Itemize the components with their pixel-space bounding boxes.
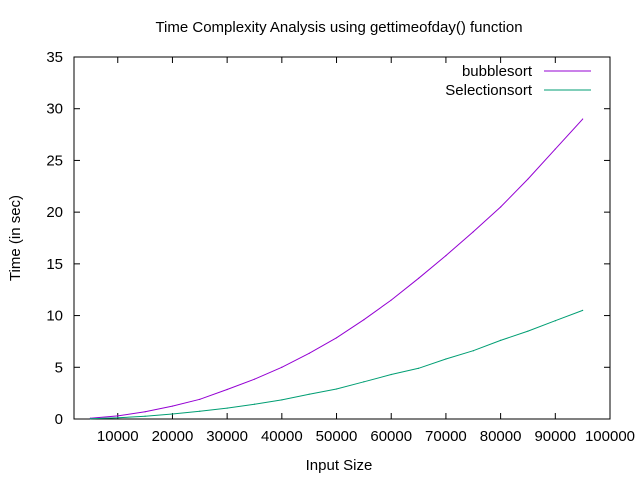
- data-point: [144, 411, 146, 413]
- chart-title: Time Complexity Analysis using gettimeof…: [155, 19, 522, 36]
- series-layer: [89, 118, 584, 420]
- plot-border: [73, 56, 611, 420]
- x-tick-label: 20000: [152, 428, 194, 445]
- data-point: [445, 254, 447, 257]
- data-point: [117, 415, 119, 417]
- data-point: [472, 350, 474, 352]
- data-point: [335, 337, 338, 339]
- data-point: [417, 367, 420, 369]
- legend: bubblesort Selectionsort: [445, 63, 591, 99]
- x-tick-label: 90000: [534, 428, 576, 445]
- y-axis-label: Time (in sec): [7, 195, 24, 281]
- data-point: [527, 178, 529, 180]
- data-point: [472, 231, 474, 233]
- data-point: [445, 358, 447, 360]
- data-point: [390, 373, 392, 376]
- series-line-bubblesort: [90, 118, 584, 419]
- data-point: [308, 393, 310, 395]
- x-tick-label: 10000: [97, 428, 139, 445]
- data-point: [171, 413, 174, 415]
- data-point: [417, 277, 420, 279]
- plot-frame: [73, 56, 611, 420]
- data-point: [363, 319, 365, 321]
- data-point: [144, 415, 146, 417]
- data-point: [554, 320, 556, 322]
- x-tick-label: 70000: [425, 428, 467, 445]
- legend-label: bubblesort: [462, 63, 533, 80]
- y-tick-label: 25: [46, 152, 63, 169]
- y-tick-label: 10: [46, 308, 63, 325]
- series-line-selectionsort: [90, 309, 583, 420]
- y-tick-label: 30: [46, 101, 63, 118]
- data-point: [281, 366, 283, 368]
- y-axis: 0 5 10 15 20 25 30 35: [46, 49, 610, 428]
- y-tick-label: 20: [46, 204, 63, 221]
- y-tick-label: 15: [46, 256, 63, 273]
- legend-label: Selectionsort: [445, 82, 533, 99]
- y-tick-label: 5: [55, 359, 63, 376]
- x-tick-label: 40000: [261, 428, 303, 445]
- y-tick-label: 35: [46, 49, 63, 66]
- x-tick-label: 60000: [370, 428, 412, 445]
- data-point: [226, 407, 228, 409]
- x-tick-label: 100000: [585, 428, 635, 445]
- data-point: [253, 403, 256, 405]
- x-axis-label: Input Size: [306, 457, 373, 474]
- data-point: [89, 418, 92, 420]
- data-point: [500, 339, 502, 341]
- x-tick-label: 30000: [206, 428, 248, 445]
- data-point: [582, 118, 584, 120]
- data-point: [281, 399, 283, 401]
- data-point: [199, 398, 201, 400]
- data-point: [308, 352, 310, 354]
- x-tick-label: 80000: [480, 428, 522, 445]
- data-point: [527, 330, 529, 332]
- data-point: [226, 388, 228, 391]
- data-point: [554, 148, 556, 150]
- y-tick-label: 0: [55, 411, 63, 428]
- data-point: [117, 417, 119, 419]
- data-point: [253, 378, 256, 380]
- data-point: [363, 381, 365, 383]
- data-point: [335, 388, 338, 390]
- x-axis: 10000 20000 30000 40000 50000 60000 70000 80000…: [97, 57, 635, 445]
- data-point: [582, 309, 584, 311]
- data-point: [500, 206, 502, 208]
- data-point: [390, 299, 392, 301]
- x-tick-label: 50000: [316, 428, 358, 445]
- data-point: [199, 410, 201, 412]
- data-point: [171, 405, 174, 407]
